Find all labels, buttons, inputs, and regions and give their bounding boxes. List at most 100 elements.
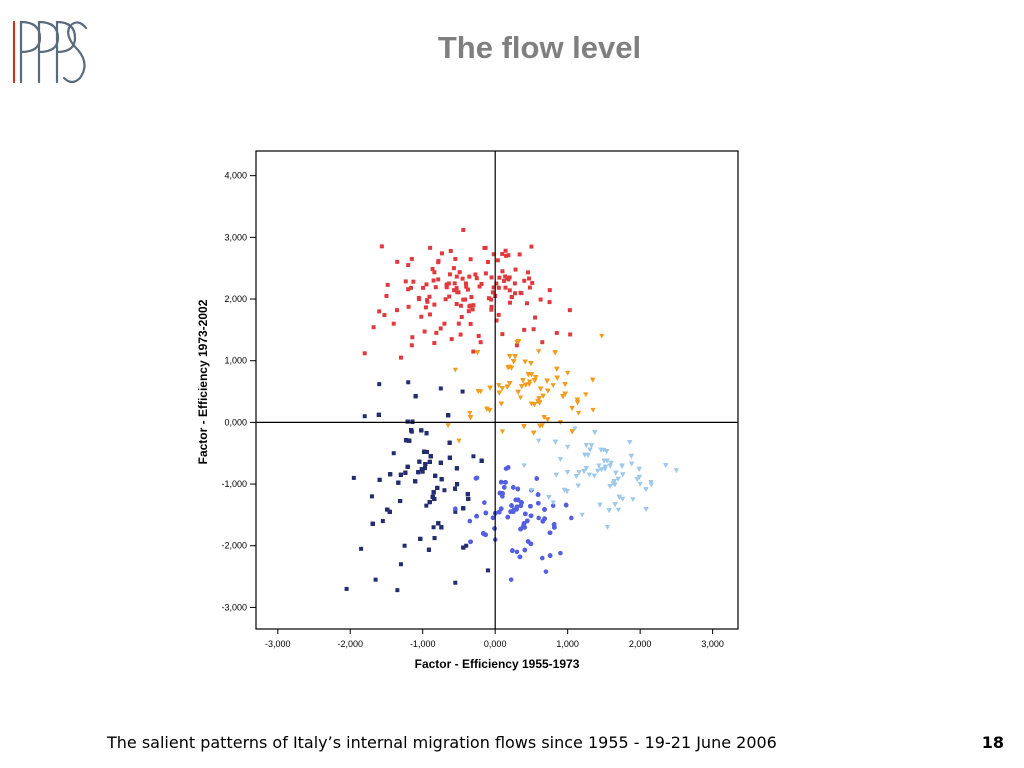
data-point [552,350,558,356]
data-point [537,400,543,406]
data-point [581,469,587,474]
data-point [572,426,578,432]
data-point [540,340,545,345]
data-point [532,378,538,384]
data-point [454,286,459,291]
data-point [506,277,511,282]
data-point [438,386,443,391]
scatter-chart: -3,000 -2,000 -1,000 0,000 1,000 2,000 3,000 -… [196,150,739,671]
data-point [519,291,524,296]
data-point [467,415,474,421]
data-point [553,472,559,478]
data-point [428,245,433,250]
data-point [561,487,568,493]
data-point [351,475,356,480]
data-point [568,332,573,337]
data-point [382,313,387,318]
data-point [439,525,444,530]
data-point [452,288,457,293]
data-point [398,562,403,567]
data-point [636,474,642,480]
data-point [409,256,414,261]
data-point [431,278,436,283]
data-point [442,321,447,326]
data-point [515,389,521,395]
data-point [427,459,432,464]
data-point [663,463,669,468]
data-point [379,244,384,249]
data-point [406,287,411,292]
x-tick-label: -1,000 [410,639,436,649]
data-point [503,285,508,290]
data-point [486,296,491,301]
data-point [511,507,517,513]
data-point [564,489,570,494]
data-point [497,275,502,280]
data-point [521,523,526,529]
data-point [554,366,560,372]
data-point [422,449,427,454]
data-point [453,506,458,512]
data-point [599,467,605,473]
data-point [494,318,499,323]
data-point [433,473,438,478]
data-point [370,521,375,526]
data-point [643,507,649,512]
rpps-logo [12,20,88,84]
data-point [564,469,571,475]
data-point [503,248,508,253]
data-point [436,260,441,265]
data-point [371,325,376,330]
data-point [478,340,483,345]
data-point [528,541,534,547]
data-point [606,508,612,514]
data-point [590,377,596,383]
data-point [467,410,473,416]
data-point [540,393,546,399]
data-point [533,374,539,380]
data-point [516,339,522,344]
data-point [406,263,411,268]
data-point [573,474,579,479]
data-point [515,486,521,492]
data-point [554,375,560,381]
data-point [514,343,519,348]
data-point [496,509,502,515]
data-point [471,303,476,308]
data-point [464,284,469,289]
data-point [528,488,535,493]
data-point [536,396,542,402]
data-point [648,480,654,485]
data-point [377,477,382,482]
data-point [492,526,497,531]
data-point [636,466,642,472]
data-point [447,440,452,445]
data-point [503,480,508,485]
data-point [446,281,451,286]
data-point [597,502,603,508]
data-point [596,463,602,469]
data-point [344,586,349,591]
data-point [523,382,529,388]
data-point [484,406,490,412]
data-point [517,395,524,401]
data-point [409,285,414,290]
data-point [551,522,557,527]
data-point [582,452,588,458]
data-point [445,423,451,429]
data-point [489,307,494,312]
data-point [470,307,475,312]
data-point [473,272,478,277]
data-point [424,503,429,508]
y-axis-title: Factor - Efficiency 1973-2002 [196,299,210,464]
data-point [481,531,486,536]
data-point [537,423,543,429]
data-point [407,438,412,443]
data-point [490,290,495,295]
data-point [637,481,643,487]
data-point [616,494,622,500]
data-point [514,549,520,555]
data-point [512,354,518,360]
data-point [518,503,524,509]
data-point [424,431,429,436]
